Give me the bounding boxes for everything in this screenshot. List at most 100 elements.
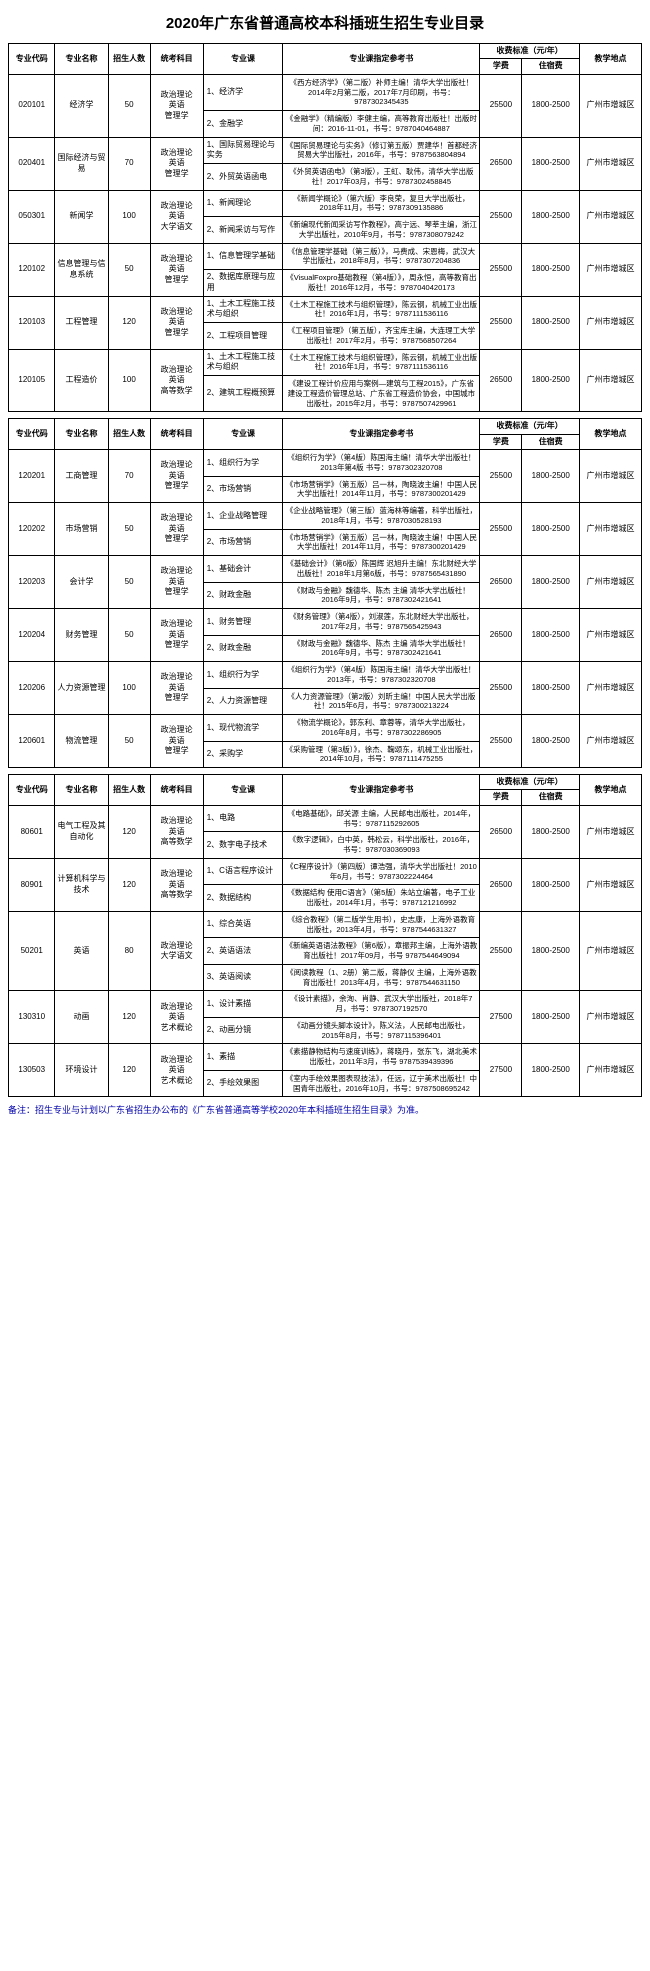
cell-dorm: 1800-2500 [522,243,580,296]
cell-location: 广州市增城区 [579,715,641,768]
cell-dorm: 1800-2500 [522,349,580,412]
cell-tuition: 25500 [480,911,522,991]
cell-location: 广州市增城区 [579,662,641,715]
cell-exam: 政治理论 英语 管理学 [150,137,203,190]
cell-exam: 政治理论 英语 高等数学 [150,349,203,412]
cell-quota: 100 [108,349,150,412]
cell-book: 《新编英语语法教程》（第6版），章振邦主编，上海外语教育出版社！2017年09月… [283,938,480,965]
cell-code: 130503 [9,1044,55,1097]
cell-tuition: 26500 [480,805,522,858]
cell-exam: 政治理论 英语 大学语文 [150,190,203,243]
cell-exam: 政治理论 英语 高等数学 [150,805,203,858]
header-name: 专业名称 [55,419,108,450]
cell-code: 120202 [9,503,55,556]
footnote: 备注：招生专业与计划以广东省招生办公布的《广东省普通高等学校2020年本科插班生… [8,1103,642,1116]
cell-quota: 80 [108,911,150,991]
cell-book: 《市场营销学》（第五版）吕一林，陶晓波主编！中国人民大学出版社！2014年11月… [283,476,480,503]
cell-tuition: 26500 [480,137,522,190]
admissions-table-1: 专业代码专业名称招生人数统考科目专业课专业课指定参考书收费标准（元/年）教学地点… [8,418,642,768]
cell-quota: 120 [108,1044,150,1097]
cell-book: 《信息管理学基础（第三版）》，马费成、宋恩梅，武汉大学出版社，2018年8月，书… [283,243,480,270]
cell-subject: 1、国际贸易理论与实务 [203,137,283,164]
cell-quota: 50 [108,503,150,556]
cell-quota: 120 [108,296,150,349]
table-row: 020401国际经济与贸易70政治理论 英语 管理学1、国际贸易理论与实务《国际… [9,137,642,164]
cell-name: 信息管理与信息系统 [55,243,108,296]
admissions-table-2: 专业代码专业名称招生人数统考科目专业课专业课指定参考书收费标准（元/年）教学地点… [8,774,642,1097]
cell-quota: 50 [108,74,150,137]
header-location: 教学地点 [579,419,641,450]
cell-location: 广州市增城区 [579,137,641,190]
cell-subject: 1、C语言程序设计 [203,858,283,885]
cell-location: 广州市增城区 [579,556,641,609]
cell-subject: 2、金融学 [203,111,283,138]
cell-tuition: 25500 [480,190,522,243]
table-row: 80601电气工程及其自动化120政治理论 英语 高等数学1、电路《电路基础》，… [9,805,642,832]
header-exam: 统考科目 [150,775,203,806]
header-fee-group: 收费标准（元/年） [480,419,580,434]
header-quota: 招生人数 [108,419,150,450]
cell-subject: 2、人力资源管理 [203,688,283,715]
header-exam: 统考科目 [150,419,203,450]
cell-tuition: 26500 [480,858,522,911]
cell-subject: 1、综合英语 [203,911,283,938]
header-fee-group: 收费标准（元/年） [480,44,580,59]
cell-location: 广州市增城区 [579,349,641,412]
cell-location: 广州市增城区 [579,911,641,991]
cell-book: 《VisualFoxpro基础教程（第4版）》，周永恒，高等教育出版社！2016… [283,270,480,297]
cell-dorm: 1800-2500 [522,137,580,190]
cell-book: 《新编现代新闻采访写作教程》，高宁远、琴莘主编，浙江大学出版社，2010年9月，… [283,217,480,244]
cell-name: 计算机科学与技术 [55,858,108,911]
header-quota: 招生人数 [108,44,150,75]
cell-quota: 50 [108,715,150,768]
cell-name: 财务管理 [55,609,108,662]
cell-tuition: 25500 [480,662,522,715]
cell-book: 《金融学》（精编版）李健主编，高等教育出版社！出版时间：2016-11-01，书… [283,111,480,138]
cell-book: 《新闻学概论》（第六版）李良荣，复旦大学出版社，2018年11月，书号：9787… [283,190,480,217]
cell-subject: 2、市场营销 [203,529,283,556]
cell-subject: 1、设计素描 [203,991,283,1018]
cell-name: 动画 [55,991,108,1044]
cell-dorm: 1800-2500 [522,74,580,137]
header-code: 专业代码 [9,775,55,806]
table-row: 50201英语80政治理论 大学语文1、综合英语《综合教程》（第二版学生用书），… [9,911,642,938]
table-row: 120105工程造价100政治理论 英语 高等数学1、土木工程施工技术与组织《土… [9,349,642,376]
cell-book: 《土木工程施工技术与组织管理》，陈云钢，机械工业出版社！2016年1月，书号：9… [283,349,480,376]
cell-dorm: 1800-2500 [522,662,580,715]
cell-tuition: 27500 [480,1044,522,1097]
header-name: 专业名称 [55,775,108,806]
cell-dorm: 1800-2500 [522,911,580,991]
header-books: 专业课指定参考书 [283,44,480,75]
cell-book: 《基础会计》（第6版）陈国辉 迟旭升主编！东北财经大学出版社！2018年1月第6… [283,556,480,583]
cell-code: 80601 [9,805,55,858]
cell-code: 120203 [9,556,55,609]
header-subject: 专业课 [203,419,283,450]
cell-subject: 2、手绘效果图 [203,1070,283,1097]
cell-tuition: 26500 [480,349,522,412]
cell-subject: 2、数字电子技术 [203,832,283,859]
cell-book: 《市场营销学》（第五版）吕一林，陶晓波主编！中国人民大学出版社！2014年11月… [283,529,480,556]
cell-location: 广州市增城区 [579,296,641,349]
cell-book: 《财务管理》（第4版），刘淑莲，东北财经大学出版社，2017年2月，书号：978… [283,609,480,636]
table-row: 120204财务管理50政治理论 英语 管理学1、财务管理《财务管理》（第4版）… [9,609,642,636]
cell-book: 《采购管理（第3版）》，徐杰、鞠颂东，机械工业出版社，2014年10月，书号：9… [283,741,480,768]
header-tuition: 学费 [480,790,522,805]
cell-exam: 政治理论 英语 艺术概论 [150,1044,203,1097]
cell-code: 050301 [9,190,55,243]
cell-exam: 政治理论 英语 管理学 [150,715,203,768]
cell-exam: 政治理论 英语 管理学 [150,556,203,609]
cell-book: 《室内手绘效果图表现技法》，任远，辽宁美术出版社！中国青年出版社，2016年10… [283,1070,480,1097]
table-row: 120601物流管理50政治理论 英语 管理学1、现代物流学《物流学概论》，郭东… [9,715,642,742]
cell-exam: 政治理论 英语 艺术概论 [150,991,203,1044]
cell-code: 50201 [9,911,55,991]
header-dorm: 住宿费 [522,434,580,449]
cell-dorm: 1800-2500 [522,991,580,1044]
cell-code: 80901 [9,858,55,911]
header-name: 专业名称 [55,44,108,75]
cell-code: 020401 [9,137,55,190]
cell-name: 电气工程及其自动化 [55,805,108,858]
cell-location: 广州市增城区 [579,190,641,243]
table-row: 120103工程管理120政治理论 英语 管理学1、土木工程施工技术与组织《土木… [9,296,642,323]
cell-name: 物流管理 [55,715,108,768]
header-code: 专业代码 [9,44,55,75]
